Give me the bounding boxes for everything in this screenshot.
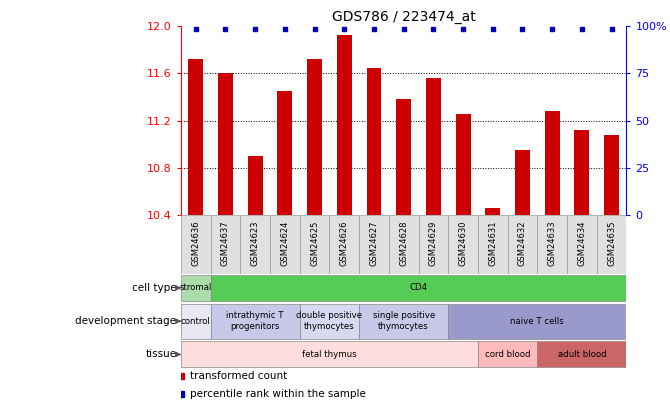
Bar [389, 215, 419, 274]
Text: GSM24629: GSM24629 [429, 221, 438, 266]
Text: GSM24631: GSM24631 [488, 221, 497, 266]
Text: GSM24632: GSM24632 [518, 221, 527, 266]
Bar [188, 59, 203, 215]
Bar [330, 215, 359, 274]
Bar [270, 215, 299, 274]
Text: double positive
thymocytes: double positive thymocytes [296, 311, 362, 331]
Text: control: control [181, 317, 210, 326]
Bar [366, 68, 381, 215]
Bar [307, 59, 322, 215]
Text: cord blood: cord blood [485, 350, 531, 359]
Text: GSM24625: GSM24625 [310, 221, 319, 266]
Text: percentile rank within the sample: percentile rank within the sample [190, 389, 366, 399]
Bar [508, 215, 537, 274]
Bar [299, 303, 359, 339]
Bar [456, 113, 470, 215]
Text: GSM24634: GSM24634 [578, 221, 586, 266]
Text: single positive
thymocytes: single positive thymocytes [373, 311, 435, 331]
Bar [604, 135, 619, 215]
Bar [181, 303, 210, 339]
Bar [597, 215, 626, 274]
Bar [299, 215, 330, 274]
Bar [537, 215, 567, 274]
Text: GSM24623: GSM24623 [251, 221, 260, 266]
Text: fetal thymus: fetal thymus [302, 350, 356, 359]
Bar [537, 341, 626, 367]
Title: GDS786 / 223474_at: GDS786 / 223474_at [332, 10, 476, 24]
Bar [277, 91, 292, 215]
Bar [419, 215, 448, 274]
Bar [478, 341, 537, 367]
Bar [181, 341, 478, 367]
Bar [545, 111, 559, 215]
Bar [210, 303, 299, 339]
Text: GSM24636: GSM24636 [191, 221, 200, 266]
Bar [218, 73, 233, 215]
Text: tissue: tissue [145, 350, 176, 359]
Text: development stage: development stage [76, 316, 176, 326]
Text: naive T cells: naive T cells [511, 317, 564, 326]
Bar [485, 208, 500, 215]
Text: transformed count: transformed count [190, 371, 287, 381]
Bar [515, 150, 530, 215]
Bar [359, 215, 389, 274]
Text: GSM24635: GSM24635 [607, 221, 616, 266]
Text: GSM24630: GSM24630 [458, 221, 468, 266]
Bar [248, 156, 263, 215]
Bar [567, 215, 597, 274]
Bar [478, 215, 508, 274]
Bar [426, 78, 441, 215]
Bar [359, 303, 448, 339]
Bar [241, 215, 270, 274]
Bar [181, 215, 210, 274]
Text: stromal: stromal [180, 284, 212, 292]
Text: GSM24627: GSM24627 [369, 221, 379, 266]
Text: intrathymic T
progenitors: intrathymic T progenitors [226, 311, 284, 331]
Text: GSM24628: GSM24628 [399, 221, 408, 266]
Bar [337, 34, 352, 215]
Text: CD4: CD4 [409, 284, 427, 292]
Text: adult blood: adult blood [557, 350, 606, 359]
Bar [181, 275, 210, 301]
Text: cell type: cell type [132, 283, 176, 293]
Text: GSM24637: GSM24637 [221, 221, 230, 266]
Text: GSM24633: GSM24633 [547, 221, 557, 266]
Text: GSM24626: GSM24626 [340, 221, 349, 266]
Bar [448, 215, 478, 274]
Bar [574, 130, 590, 215]
Bar [448, 303, 626, 339]
Text: GSM24624: GSM24624 [280, 221, 289, 266]
Bar [210, 215, 241, 274]
Bar [396, 99, 411, 215]
